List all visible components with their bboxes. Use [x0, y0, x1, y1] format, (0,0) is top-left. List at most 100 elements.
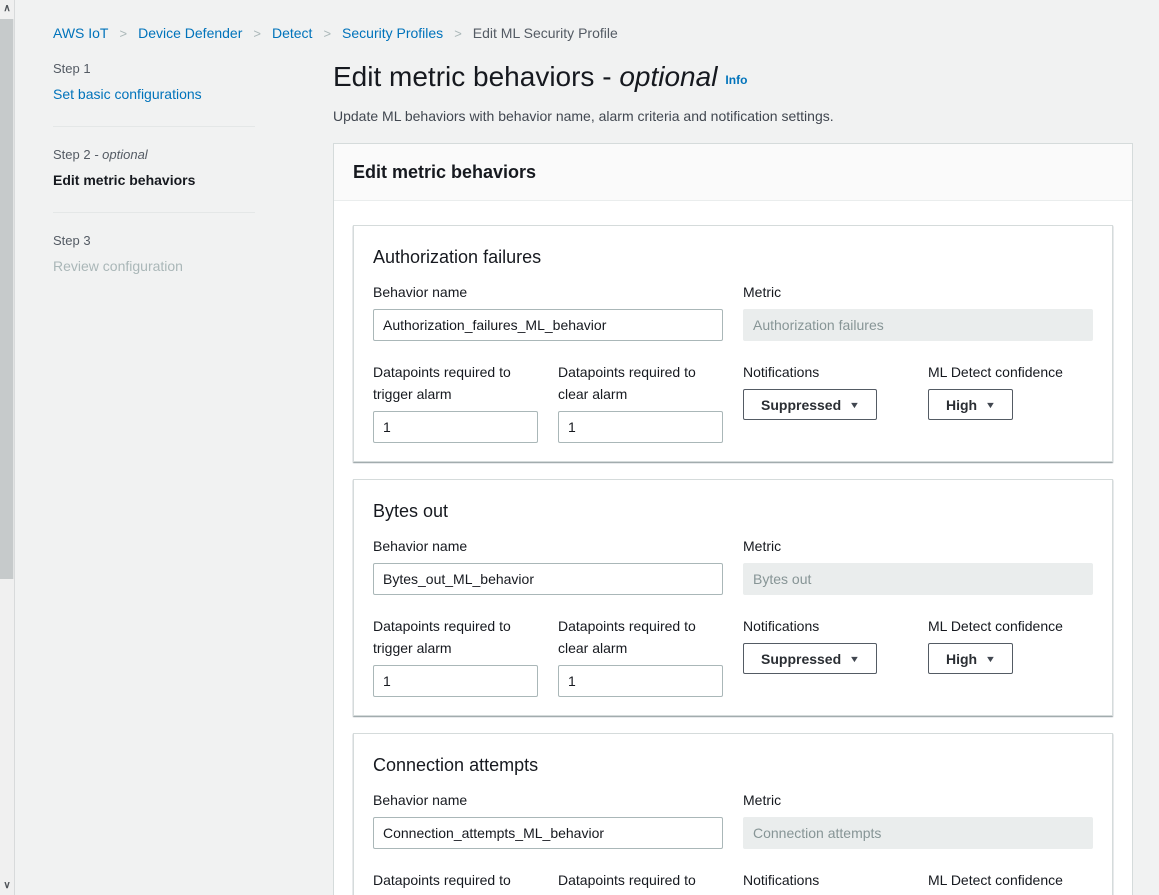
- confidence-field: ML Detect confidence High ▼: [928, 361, 1093, 420]
- clear-alarm-input[interactable]: [558, 411, 723, 443]
- divider: [53, 212, 255, 213]
- left-scrollbar[interactable]: ∧ ∨: [0, 0, 15, 895]
- metric-field: Metric Authorization failures: [743, 281, 1093, 341]
- metric-label: Metric: [743, 284, 782, 300]
- sidebar-item-edit-metric-behaviors[interactable]: Edit metric behaviors: [53, 172, 196, 188]
- metric-value-disabled-input: Bytes out: [743, 563, 1093, 595]
- confidence-field: ML Detect confidence High▼: [928, 869, 1093, 895]
- metric-value-disabled-input: Authorization failures: [743, 309, 1093, 341]
- sidebar-item-review-configuration: Review configuration: [53, 258, 183, 274]
- scrollbar-thumb[interactable]: [0, 19, 14, 579]
- step-2-label: Step 2 - optional: [53, 147, 255, 163]
- confidence-label: ML Detect confidence: [928, 364, 1063, 380]
- notifications-select-value: Suppressed: [761, 396, 842, 413]
- confidence-select-value: High: [946, 396, 978, 413]
- confidence-select[interactable]: High ▼: [928, 643, 1014, 674]
- confidence-select-value: High: [946, 650, 978, 667]
- trigger-alarm-field: Datapoints required to trigger alarm: [373, 615, 538, 697]
- trigger-alarm-label: Datapoints required to trigger alarm: [373, 872, 511, 895]
- behavior-row-2: Datapoints required to trigger alarm Dat…: [373, 615, 1093, 697]
- behavior-card: Bytes out Behavior name Metric Bytes out…: [353, 479, 1113, 716]
- trigger-alarm-field: Datapoints required to trigger alarm: [373, 869, 538, 895]
- page-title: Edit metric behaviors - optional Info: [333, 60, 1133, 97]
- edit-metric-behaviors-panel: Edit metric behaviors Authorization fail…: [333, 143, 1133, 895]
- notifications-label: Notifications: [743, 618, 820, 634]
- info-link[interactable]: Info: [725, 73, 748, 87]
- behavior-heading: Authorization failures: [373, 247, 542, 267]
- behavior-name-field: Behavior name: [373, 789, 723, 849]
- caret-down-icon: ▼: [849, 653, 861, 664]
- behavior-card: Connection attempts Behavior name Metric…: [353, 733, 1113, 895]
- notifications-select-value: Suppressed: [761, 650, 842, 667]
- step-2-label-text: Step 2: [53, 147, 95, 162]
- step-2: Step 2 - optional Edit metric behaviors: [53, 147, 255, 189]
- chevron-right-icon: >: [323, 25, 332, 41]
- confidence-field: ML Detect confidence High▼: [928, 615, 1093, 674]
- breadcrumb-current: Edit ML Security Profile: [472, 25, 618, 41]
- breadcrumb: AWS IoT > Device Defender > Detect > Sec…: [53, 25, 618, 41]
- behavior-name-field: Behavior name: [373, 281, 723, 341]
- metric-label: Metric: [743, 792, 782, 808]
- step-2-optional-text: - optional: [94, 147, 148, 162]
- panel-body: Authorization failures Behavior name Met…: [334, 201, 1132, 895]
- page-title-text: Edit metric behaviors: [333, 61, 595, 92]
- notifications-label: Notifications: [743, 872, 820, 888]
- breadcrumb-link-security-profiles[interactable]: Security Profiles: [342, 25, 444, 41]
- notifications-select[interactable]: Suppressed ▼: [743, 389, 878, 420]
- breadcrumb-link-aws-iot[interactable]: AWS IoT: [53, 25, 109, 41]
- divider: [53, 126, 255, 127]
- sidebar-item-set-basic-configurations[interactable]: Set basic configurations: [53, 86, 202, 102]
- scrollbar-down-icon[interactable]: ∨: [3, 880, 11, 891]
- breadcrumb-link-device-defender[interactable]: Device Defender: [138, 25, 243, 41]
- caret-down-icon: ▼: [984, 399, 997, 410]
- panel-header: Edit metric behaviors: [334, 144, 1132, 201]
- clear-alarm-input[interactable]: [558, 665, 723, 697]
- step-1-label: Step 1: [53, 61, 91, 76]
- behavior-heading: Bytes out: [373, 501, 449, 521]
- chevron-right-icon: >: [119, 25, 128, 41]
- behavior-name-input[interactable]: [373, 817, 723, 849]
- metric-field: Metric Bytes out: [743, 535, 1093, 595]
- step-1: Step 1 Set basic configurations: [53, 61, 255, 103]
- behavior-row-2: Datapoints required to trigger alarm Dat…: [373, 869, 1093, 895]
- caret-down-icon: ▼: [849, 399, 861, 410]
- behavior-heading: Connection attempts: [373, 755, 539, 775]
- caret-down-icon: ▼: [984, 653, 997, 664]
- chevron-right-icon: >: [454, 25, 462, 41]
- behavior-card: Authorization failures Behavior name Met…: [353, 225, 1113, 462]
- notifications-label: Notifications: [743, 364, 820, 380]
- behavior-row-1: Behavior name Metric Bytes out: [373, 535, 1093, 595]
- notifications-field: Notifications Suppressed ▼: [743, 361, 908, 420]
- trigger-alarm-label: Datapoints required to trigger alarm: [373, 618, 511, 656]
- page-title-optional: optional: [619, 61, 718, 92]
- page-description: Update ML behaviors with behavior name, …: [333, 108, 834, 124]
- page-title-separator: -: [594, 61, 620, 92]
- notifications-field: Notifications Suppressed▼: [743, 869, 908, 895]
- clear-alarm-label: Datapoints required to clear alarm: [558, 872, 696, 895]
- clear-alarm-label: Datapoints required to clear alarm: [558, 364, 696, 402]
- scrollbar-up-icon[interactable]: ∧: [3, 3, 11, 14]
- behavior-name-input[interactable]: [373, 309, 723, 341]
- metric-label: Metric: [743, 538, 782, 554]
- clear-alarm-field: Datapoints required to clear alarm: [558, 869, 723, 895]
- metric-value-disabled-input: Connection attempts: [743, 817, 1093, 849]
- behavior-row-1: Behavior name Metric Authorization failu…: [373, 281, 1093, 341]
- behavior-name-label: Behavior name: [373, 792, 468, 808]
- behavior-row-2: Datapoints required to trigger alarm Dat…: [373, 361, 1093, 443]
- chevron-right-icon: >: [253, 25, 261, 41]
- behavior-name-label: Behavior name: [373, 284, 468, 300]
- step-3: Step 3 Review configuration: [53, 233, 255, 275]
- page-header: Edit metric behaviors - optional Info Upd…: [333, 60, 1133, 126]
- trigger-alarm-input[interactable]: [373, 665, 538, 697]
- wizard-steps-nav: Step 1 Set basic configurations Step 2 -…: [53, 61, 255, 275]
- behavior-name-field: Behavior name: [373, 535, 723, 595]
- clear-alarm-label: Datapoints required to clear alarm: [558, 618, 696, 656]
- trigger-alarm-input[interactable]: [373, 411, 538, 443]
- notifications-field: Notifications Suppressed ▼: [743, 615, 908, 674]
- behavior-row-1: Behavior name Metric Connection attempts: [373, 789, 1093, 849]
- notifications-select[interactable]: Suppressed ▼: [743, 643, 878, 674]
- trigger-alarm-label: Datapoints required to trigger alarm: [373, 364, 511, 402]
- behavior-name-input[interactable]: [373, 563, 723, 595]
- confidence-select[interactable]: High ▼: [928, 389, 1014, 420]
- breadcrumb-link-detect[interactable]: Detect: [271, 25, 313, 41]
